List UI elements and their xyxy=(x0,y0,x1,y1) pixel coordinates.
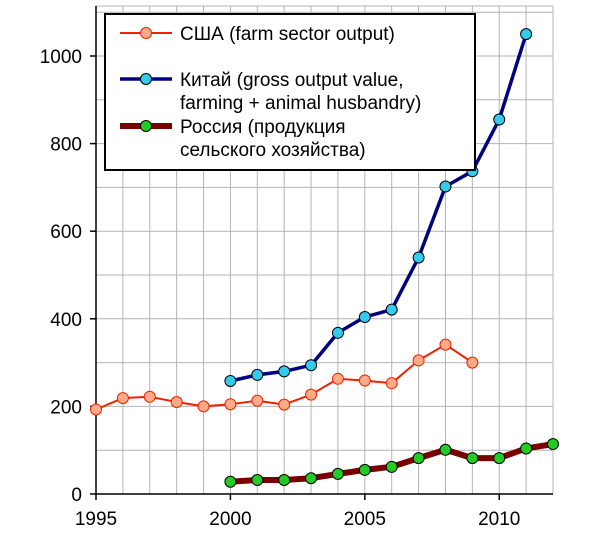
tick-labels: 0 200 400 600 800 1000 1995 2000 2005 2010 xyxy=(40,47,521,530)
data-point xyxy=(305,359,318,372)
data-point xyxy=(385,460,398,473)
data-point xyxy=(520,442,533,455)
data-point xyxy=(439,338,452,351)
data-point xyxy=(331,372,344,385)
series-lines xyxy=(90,28,559,488)
data-point xyxy=(385,377,398,390)
data-point xyxy=(412,452,425,465)
legend-label: США (farm sector output) xyxy=(180,24,395,45)
data-point xyxy=(278,365,291,378)
data-point xyxy=(143,390,156,403)
data-point xyxy=(278,398,291,411)
data-point xyxy=(358,463,371,476)
x-tick-label: 2010 xyxy=(478,509,520,530)
legend-box xyxy=(104,13,476,171)
data-point xyxy=(439,180,452,193)
data-point xyxy=(90,403,102,416)
data-point xyxy=(466,356,479,369)
legend-label: сельского хозяйства) xyxy=(180,140,366,161)
legend-swatch-marker xyxy=(140,73,152,85)
data-point xyxy=(251,473,264,486)
legend-label: Россия (продукция xyxy=(180,117,346,138)
data-point xyxy=(224,398,237,411)
x-tick-label: 1995 xyxy=(75,509,117,530)
y-tick-label: 400 xyxy=(50,310,82,331)
data-point xyxy=(466,452,479,465)
data-point xyxy=(251,368,264,381)
data-point xyxy=(170,396,183,409)
data-point xyxy=(547,438,559,451)
y-tick-label: 200 xyxy=(50,397,82,418)
data-point xyxy=(412,354,425,367)
data-point xyxy=(412,251,425,264)
y-tick-label: 1000 xyxy=(40,47,82,68)
data-point xyxy=(358,311,371,324)
data-point xyxy=(493,452,506,465)
data-point xyxy=(305,388,318,401)
data-point xyxy=(439,443,452,456)
legend-label: Китай (gross output value, xyxy=(180,70,404,91)
data-point xyxy=(305,472,318,485)
y-tick-label: 800 xyxy=(50,135,82,156)
legend-label: farming + animal husbandry) xyxy=(180,93,421,114)
y-tick-label: 0 xyxy=(71,485,82,506)
data-point xyxy=(116,392,129,405)
data-point xyxy=(493,113,506,126)
x-tick-label: 2005 xyxy=(344,509,386,530)
data-point xyxy=(520,28,533,41)
data-point xyxy=(385,303,398,316)
data-point xyxy=(197,400,210,413)
data-point xyxy=(224,374,237,387)
data-point xyxy=(331,467,344,480)
data-point xyxy=(224,475,237,488)
data-point xyxy=(251,394,264,407)
legend-swatch-marker xyxy=(140,27,152,39)
data-point xyxy=(278,473,291,486)
data-point xyxy=(331,326,344,339)
data-point xyxy=(358,374,371,387)
legend-swatch-marker xyxy=(140,120,152,132)
legend: США (farm sector output) Китай (gross out… xyxy=(104,13,476,171)
y-tick-label: 600 xyxy=(50,222,82,243)
x-tick-label: 2000 xyxy=(209,509,251,530)
